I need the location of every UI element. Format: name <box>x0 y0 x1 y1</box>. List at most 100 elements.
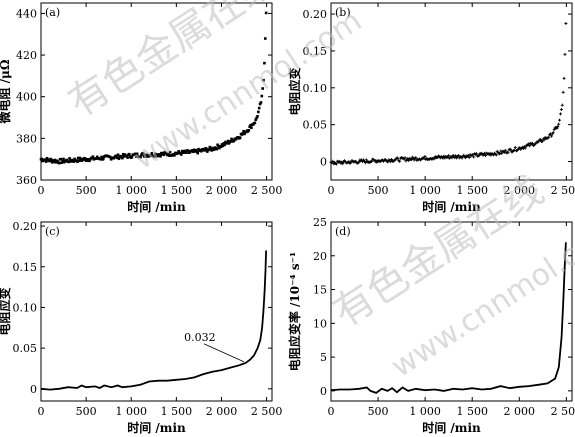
data-point <box>57 161 61 165</box>
data-point <box>242 129 245 133</box>
data-point <box>146 153 149 157</box>
data-point <box>156 154 160 158</box>
y-tick-label: 0.05 <box>13 342 38 355</box>
data-point <box>82 158 85 162</box>
y-tick-label: 5 <box>320 351 327 364</box>
data-point <box>364 158 368 162</box>
data-point <box>472 155 476 159</box>
data-point <box>506 151 510 155</box>
data-point <box>78 156 82 160</box>
data-point <box>220 143 224 146</box>
x-tick-label: 500 <box>76 184 97 197</box>
data-point <box>165 152 168 155</box>
data-point <box>229 140 232 143</box>
data-point <box>115 156 119 160</box>
data-point <box>68 157 71 160</box>
data-point <box>205 147 208 151</box>
data-point <box>256 115 259 118</box>
data-point <box>100 155 103 159</box>
data-point <box>248 125 251 128</box>
data-point <box>153 155 156 158</box>
data-point <box>232 139 236 142</box>
data-point <box>150 152 154 155</box>
data-point <box>102 157 105 161</box>
panel-label: (b) <box>335 6 351 19</box>
data-point <box>207 148 211 151</box>
data-point <box>433 156 437 160</box>
plot-frame <box>40 2 273 181</box>
data-point <box>67 160 71 164</box>
data-point <box>390 157 394 161</box>
y-tick-label: 380 <box>16 132 37 145</box>
data-point <box>388 158 392 162</box>
data-point <box>261 87 264 90</box>
data-point <box>50 160 54 164</box>
data-point <box>142 155 146 158</box>
data-point <box>454 154 458 158</box>
data-point <box>72 160 76 163</box>
annotation-label: 0.032 <box>184 331 216 344</box>
data-point <box>48 159 51 163</box>
data-point <box>54 161 58 164</box>
data-point <box>414 156 418 160</box>
data-point <box>503 148 507 152</box>
data-point <box>231 138 234 142</box>
data-point <box>126 156 129 159</box>
data-point <box>539 138 543 142</box>
chart-panel-2: 0 500 1 000 1 500 2 000 2 500 0 0.05 0.10 0.15 0.2… <box>287 2 575 214</box>
data-point <box>466 154 470 158</box>
data-point <box>192 148 196 152</box>
data-point <box>50 158 53 162</box>
data-point <box>559 108 563 112</box>
data-point <box>161 151 165 155</box>
data-point <box>225 142 229 145</box>
data-point <box>409 158 413 162</box>
data-point <box>244 130 248 134</box>
series-line <box>40 250 267 391</box>
data-point <box>509 148 513 152</box>
data-point <box>450 156 454 160</box>
data-point <box>555 126 559 130</box>
x-axis-label: 时间 /min <box>422 199 481 214</box>
data-point <box>76 156 80 160</box>
data-point <box>134 152 137 156</box>
data-point <box>264 11 268 15</box>
data-point <box>243 132 246 136</box>
data-point <box>216 143 219 147</box>
data-point <box>62 157 65 161</box>
data-point <box>186 149 190 153</box>
x-tick-label: 2 500 <box>551 405 575 418</box>
data-point <box>128 152 131 156</box>
chart-panel-4: 0 500 1 000 1 500 2 000 2 500 0 5 10 15 20 25 (d) 时间 … <box>287 216 575 435</box>
x-tick-label: 0 <box>38 405 45 418</box>
data-point <box>218 146 221 150</box>
data-point <box>95 155 99 159</box>
data-point <box>396 156 400 160</box>
x-tick-label: 0 <box>38 184 45 197</box>
y-tick-label: 0.05 <box>303 119 328 132</box>
data-point <box>44 158 47 161</box>
data-point <box>238 136 242 139</box>
plot-frame <box>330 221 573 402</box>
data-point <box>370 159 374 163</box>
x-tick-label: 1 000 <box>409 184 441 197</box>
data-point <box>263 37 267 40</box>
data-point <box>194 148 198 152</box>
data-point <box>192 150 195 154</box>
data-point <box>199 149 203 153</box>
data-point <box>61 159 64 163</box>
y-tick-label: 0 <box>30 383 37 396</box>
data-point <box>340 160 344 164</box>
data-point <box>483 153 487 157</box>
data-point <box>542 138 546 142</box>
x-axis-label: 时间 /min <box>127 420 186 435</box>
data-point <box>222 142 226 145</box>
data-point <box>135 152 139 156</box>
data-point <box>446 154 450 158</box>
y-tick-label: 0 <box>320 156 327 169</box>
data-point <box>560 103 564 107</box>
data-point <box>177 150 180 153</box>
data-point <box>141 152 145 155</box>
x-tick-label: 2 000 <box>206 405 238 418</box>
